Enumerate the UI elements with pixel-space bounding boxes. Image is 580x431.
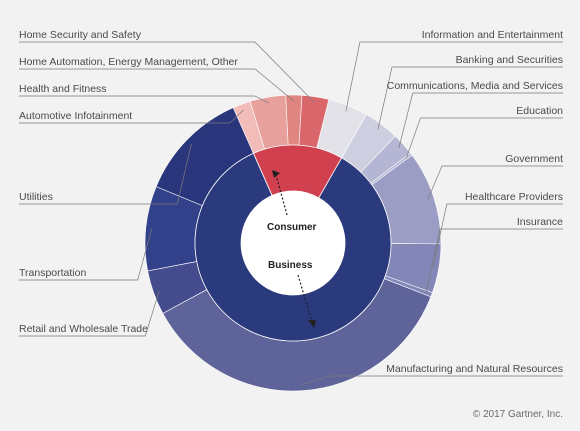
outer-ring bbox=[144, 94, 442, 392]
center-hole bbox=[241, 191, 345, 295]
consumer-arrowhead bbox=[272, 170, 280, 178]
leader-line-government bbox=[427, 165, 563, 200]
label-communications-media-and-services: Communications, Media and Services bbox=[387, 80, 563, 92]
business-label: Business bbox=[268, 260, 313, 271]
business-arrowhead bbox=[308, 320, 316, 328]
leader-line-health-and-fitness bbox=[19, 95, 269, 104]
leader-line-manufacturing-and-natural-resources bbox=[301, 375, 563, 386]
consumer-arrow bbox=[275, 174, 288, 216]
label-transportation: Transportation bbox=[19, 267, 86, 279]
leader-line-transportation bbox=[19, 228, 153, 281]
leader-line-retail-and-wholesale-trade bbox=[19, 290, 160, 337]
label-manufacturing-and-natural-resources: Manufacturing and Natural Resources bbox=[386, 363, 563, 375]
label-health-and-fitness: Health and Fitness bbox=[19, 83, 107, 95]
leader-line-insurance bbox=[425, 228, 563, 293]
leader-line-healthcare-providers bbox=[432, 203, 563, 268]
label-education: Education bbox=[516, 105, 563, 117]
leader-line-automotive-infotainment bbox=[19, 109, 244, 124]
label-healthcare-providers: Healthcare Providers bbox=[465, 191, 563, 203]
label-automotive-infotainment: Automotive Infotainment bbox=[19, 110, 132, 122]
leader-line-home-security-and-safety bbox=[19, 41, 315, 103]
label-retail-and-wholesale-trade: Retail and Wholesale Trade bbox=[19, 323, 148, 335]
label-government: Government bbox=[505, 153, 563, 165]
copyright-credit: © 2017 Gartner, Inc. bbox=[473, 409, 563, 420]
center-labels: Consumer Business bbox=[267, 170, 317, 328]
consumer-label: Consumer bbox=[267, 222, 317, 233]
label-home-security-and-safety: Home Security and Safety bbox=[19, 29, 142, 41]
label-information-and-entertainment: Information and Entertainment bbox=[422, 29, 563, 41]
leader-lines bbox=[19, 41, 563, 386]
business-arrow bbox=[297, 274, 313, 323]
label-insurance: Insurance bbox=[517, 216, 563, 228]
label-home-automation-energy-management-other: Home Automation, Energy Management, Othe… bbox=[19, 56, 238, 68]
inner-ring bbox=[194, 144, 392, 342]
leader-line-home-automation-energy-management-other bbox=[19, 68, 295, 102]
leader-line-communications-media-and-services bbox=[398, 92, 563, 149]
leader-line-information-and-entertainment bbox=[345, 41, 563, 112]
leader-line-utilities bbox=[19, 143, 192, 205]
label-banking-and-securities: Banking and Securities bbox=[456, 54, 563, 66]
leader-line-banking-and-securities bbox=[377, 66, 563, 130]
label-utilities: Utilities bbox=[19, 191, 53, 203]
segment-labels: Information and Entertainment Banking and… bbox=[19, 29, 563, 375]
leader-line-education bbox=[406, 117, 563, 158]
